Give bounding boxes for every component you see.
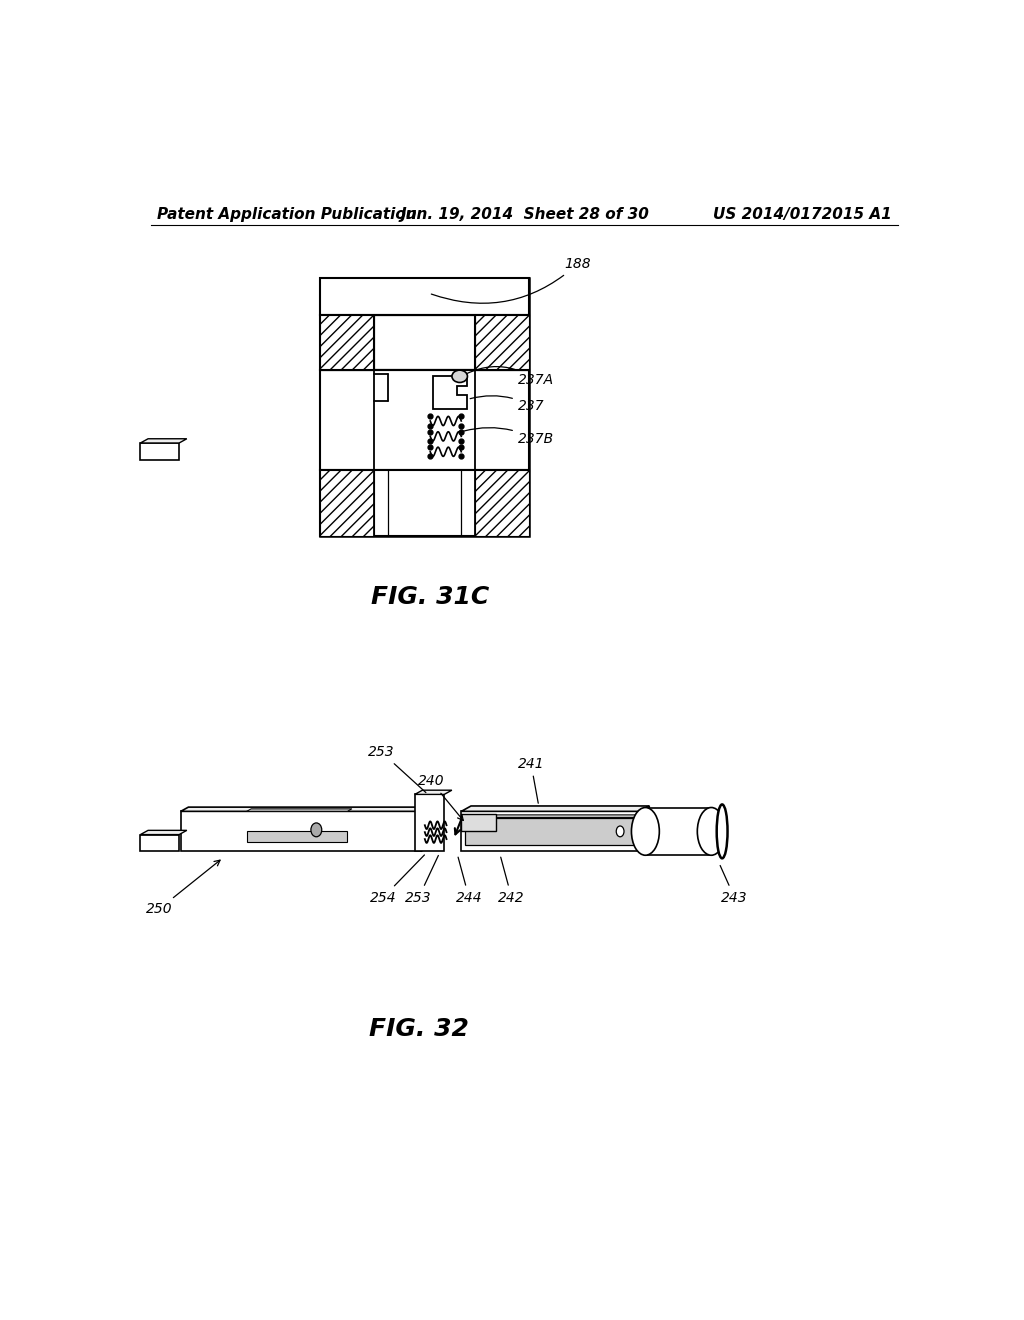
Text: 253: 253 bbox=[368, 744, 426, 792]
Polygon shape bbox=[247, 809, 352, 812]
Ellipse shape bbox=[616, 826, 624, 837]
Text: 254: 254 bbox=[370, 855, 424, 904]
Text: 242: 242 bbox=[499, 857, 525, 904]
Ellipse shape bbox=[452, 370, 467, 383]
Ellipse shape bbox=[311, 822, 322, 837]
Text: 188: 188 bbox=[431, 257, 591, 304]
Polygon shape bbox=[465, 814, 640, 817]
Text: 240: 240 bbox=[418, 775, 463, 821]
Bar bbox=[321, 370, 529, 470]
Polygon shape bbox=[465, 817, 636, 845]
Polygon shape bbox=[421, 807, 429, 851]
Bar bbox=[321, 314, 529, 370]
Ellipse shape bbox=[632, 808, 659, 855]
Text: 244: 244 bbox=[456, 857, 482, 904]
Polygon shape bbox=[461, 812, 640, 851]
Bar bbox=[321, 314, 375, 370]
Text: US 2014/0172015 A1: US 2014/0172015 A1 bbox=[714, 207, 892, 222]
Bar bbox=[247, 832, 347, 842]
Polygon shape bbox=[140, 444, 179, 459]
Polygon shape bbox=[640, 807, 649, 851]
Text: 237B: 237B bbox=[464, 428, 554, 446]
Text: 243: 243 bbox=[720, 866, 748, 904]
Polygon shape bbox=[140, 438, 186, 444]
Text: FIG. 31C: FIG. 31C bbox=[371, 585, 489, 610]
Bar bbox=[321, 470, 529, 536]
Bar bbox=[321, 277, 529, 314]
Text: 237: 237 bbox=[470, 396, 545, 413]
Text: Jun. 19, 2014  Sheet 28 of 30: Jun. 19, 2014 Sheet 28 of 30 bbox=[400, 207, 649, 222]
Bar bbox=[475, 470, 529, 536]
Polygon shape bbox=[645, 808, 712, 855]
Polygon shape bbox=[432, 376, 467, 409]
Text: 237A: 237A bbox=[467, 367, 554, 387]
Polygon shape bbox=[461, 807, 649, 812]
Polygon shape bbox=[415, 791, 452, 795]
Bar bbox=[321, 277, 529, 536]
Bar bbox=[475, 314, 529, 370]
Ellipse shape bbox=[697, 808, 725, 855]
Text: Patent Application Publication: Patent Application Publication bbox=[158, 207, 417, 222]
Polygon shape bbox=[415, 795, 444, 851]
Text: 241: 241 bbox=[518, 756, 545, 804]
Text: FIG. 32: FIG. 32 bbox=[369, 1016, 469, 1040]
Polygon shape bbox=[180, 807, 429, 812]
Polygon shape bbox=[140, 830, 186, 834]
Text: 250: 250 bbox=[145, 861, 220, 916]
Ellipse shape bbox=[717, 804, 727, 858]
Text: 253: 253 bbox=[406, 855, 438, 904]
Bar bbox=[321, 470, 375, 536]
Polygon shape bbox=[180, 812, 421, 851]
Polygon shape bbox=[140, 834, 179, 851]
Polygon shape bbox=[461, 814, 496, 832]
